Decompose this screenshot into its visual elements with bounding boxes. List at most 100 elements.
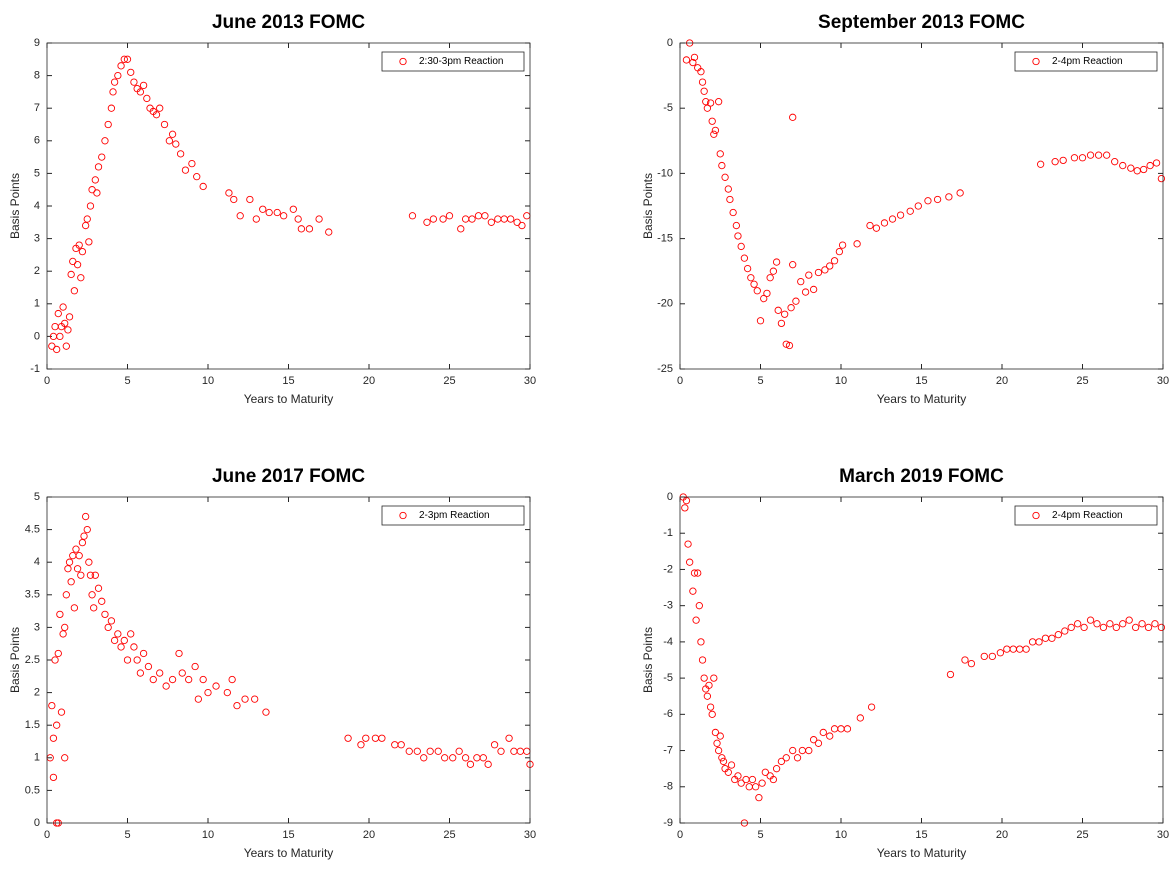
legend-label: 2:30-3pm Reaction bbox=[419, 56, 504, 67]
data-point bbox=[408, 212, 417, 220]
data-point bbox=[830, 257, 839, 265]
data-point bbox=[120, 636, 128, 645]
x-tick-label: 30 bbox=[524, 829, 536, 841]
y-tick-label: 7 bbox=[34, 102, 40, 114]
x-tick-label: 15 bbox=[282, 375, 294, 387]
x-tick-label: 10 bbox=[835, 375, 847, 387]
data-point bbox=[175, 649, 183, 658]
data-point bbox=[924, 197, 932, 205]
data-point bbox=[420, 754, 428, 762]
data-point bbox=[1138, 620, 1146, 628]
data-point bbox=[694, 569, 702, 577]
x-tick-label: 10 bbox=[202, 375, 214, 387]
y-tick-label: 2.5 bbox=[25, 654, 40, 666]
data-point bbox=[737, 779, 745, 787]
data-point bbox=[729, 208, 737, 217]
data-point bbox=[1061, 627, 1069, 635]
x-tick-label: 30 bbox=[1157, 829, 1169, 841]
data-point bbox=[54, 649, 62, 658]
data-point bbox=[716, 732, 724, 740]
data-point bbox=[59, 630, 67, 638]
data-point bbox=[61, 319, 69, 328]
data-point bbox=[797, 277, 805, 286]
data-point bbox=[109, 88, 117, 96]
data-point bbox=[710, 130, 718, 138]
data-point bbox=[1067, 623, 1075, 632]
data-point bbox=[136, 669, 145, 677]
data-point bbox=[692, 616, 700, 624]
data-point bbox=[789, 261, 797, 269]
data-point bbox=[484, 760, 492, 768]
data-point bbox=[1157, 174, 1166, 183]
data-point bbox=[86, 571, 95, 579]
data-point bbox=[772, 258, 781, 266]
data-point bbox=[1086, 151, 1095, 159]
plot-area bbox=[680, 497, 1163, 823]
y-tick-label: -10 bbox=[657, 167, 673, 179]
data-point bbox=[70, 287, 79, 295]
data-point bbox=[81, 221, 90, 230]
data-point bbox=[814, 268, 823, 277]
data-point bbox=[64, 565, 72, 573]
data-point bbox=[718, 754, 726, 762]
y-axis-label: Basis Points bbox=[8, 627, 22, 693]
x-tick-label: 15 bbox=[915, 375, 927, 387]
y-tick-label: 3 bbox=[34, 621, 40, 633]
data-point bbox=[468, 215, 476, 223]
data-point bbox=[689, 58, 697, 67]
data-point bbox=[838, 241, 847, 249]
data-point bbox=[961, 656, 969, 664]
data-point bbox=[98, 597, 106, 605]
x-axis-label: Years to Maturity bbox=[244, 392, 334, 406]
data-point bbox=[228, 675, 236, 684]
data-point bbox=[130, 78, 138, 86]
data-point bbox=[755, 793, 763, 802]
y-tick-label: -15 bbox=[657, 233, 673, 245]
data-point bbox=[162, 682, 170, 690]
data-point bbox=[706, 99, 715, 107]
data-point bbox=[945, 193, 953, 201]
data-point bbox=[789, 113, 797, 121]
data-point bbox=[479, 754, 487, 762]
data-point bbox=[853, 240, 861, 248]
y-tick-label: -20 bbox=[657, 298, 673, 310]
y-tick-label: 1.5 bbox=[25, 719, 40, 731]
x-axis-label: Years to Maturity bbox=[877, 392, 967, 406]
data-point bbox=[805, 746, 813, 755]
data-point bbox=[769, 267, 778, 275]
data-point bbox=[457, 225, 465, 233]
chart-title: June 2017 FOMC bbox=[212, 466, 365, 487]
x-tick-label: 20 bbox=[996, 829, 1008, 841]
data-point bbox=[1086, 616, 1095, 624]
data-point bbox=[727, 761, 736, 769]
y-tick-label: 1 bbox=[34, 752, 40, 764]
data-point bbox=[62, 591, 70, 599]
x-axis-label: Years to Maturity bbox=[244, 846, 334, 860]
legend-box bbox=[1014, 51, 1158, 72]
data-point bbox=[714, 746, 723, 755]
data-point bbox=[64, 326, 72, 334]
data-point bbox=[188, 159, 196, 168]
data-point bbox=[708, 117, 716, 125]
data-point bbox=[57, 708, 66, 716]
data-point bbox=[280, 212, 288, 220]
y-tick-label: 8 bbox=[34, 70, 40, 82]
data-point bbox=[1127, 164, 1135, 172]
data-point bbox=[1035, 638, 1043, 646]
data-point bbox=[760, 294, 768, 303]
y-axis-label: Basis Points bbox=[641, 173, 655, 239]
data-point bbox=[143, 94, 151, 103]
data-point bbox=[1048, 634, 1056, 642]
data-point bbox=[996, 649, 1005, 657]
data-point bbox=[518, 221, 526, 230]
data-point bbox=[1146, 161, 1154, 170]
data-point bbox=[756, 317, 765, 325]
data-point bbox=[1157, 623, 1166, 632]
data-point bbox=[199, 182, 207, 191]
legend-box bbox=[1014, 505, 1158, 526]
x-tick-label: 20 bbox=[363, 829, 375, 841]
data-point bbox=[130, 643, 138, 651]
data-point bbox=[1093, 620, 1101, 628]
data-point bbox=[686, 558, 694, 566]
legend-box bbox=[381, 51, 525, 72]
